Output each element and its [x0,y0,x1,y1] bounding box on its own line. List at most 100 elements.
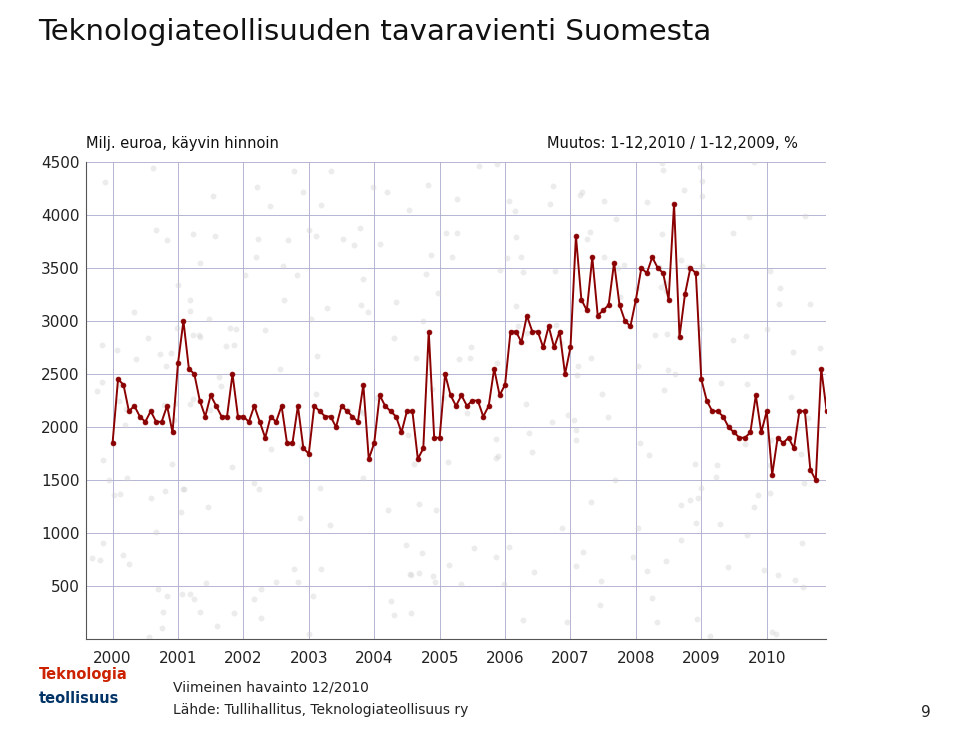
Point [463,353,478,365]
Point [320,301,335,313]
Point [372,238,388,250]
Point [593,576,609,587]
Point [511,320,526,331]
Text: Lähde: Tullihallitus, Teknologiateollisuus ry: Lähde: Tullihallitus, Teknologiateollisu… [173,703,468,717]
Point [353,299,369,311]
Point [567,434,583,445]
Point [149,526,164,537]
Point [427,576,443,588]
Point [695,190,710,202]
Point [156,606,171,618]
Point [110,395,126,407]
Point [303,313,319,325]
Point [507,205,522,217]
Point [429,504,444,516]
Point [519,327,535,339]
Point [420,179,436,191]
Point [772,282,787,294]
Point [89,385,105,397]
Point [739,530,755,542]
Point [310,350,325,362]
Point [198,577,213,589]
Point [96,537,111,549]
Point [785,346,801,358]
Point [725,334,740,346]
Point [185,393,201,405]
Point [654,228,669,240]
Point [268,577,283,589]
Point [516,614,531,626]
Text: 9: 9 [922,706,931,720]
Point [365,182,380,193]
Point [632,437,647,448]
Point [544,417,560,429]
Point [655,157,670,169]
Point [247,477,262,489]
Point [152,348,167,359]
Point [355,407,371,419]
Point [249,251,264,263]
Point [568,560,584,572]
Point [566,415,582,426]
Point [554,337,569,349]
Point [639,196,655,207]
Point [355,472,371,484]
Point [720,420,735,431]
Point [687,458,703,470]
Point [170,322,185,334]
Point [185,228,201,240]
Point [280,234,296,245]
Point [156,399,172,411]
Point [193,331,208,343]
Point [353,405,369,417]
Point [386,609,401,620]
Point [143,492,158,504]
Point [118,403,133,415]
Point [107,490,122,501]
Point [460,407,475,419]
Point [561,409,576,421]
Point [115,549,131,561]
Point [294,440,309,452]
Point [596,251,612,262]
Point [647,329,662,341]
Point [389,296,404,308]
Point [694,259,709,271]
Point [403,608,419,620]
Point [384,595,399,607]
Point [159,589,175,601]
Point [797,210,812,222]
Point [800,412,815,424]
Point [656,384,671,395]
Point [370,392,385,404]
Point [584,496,599,508]
Point [751,490,766,501]
Point [737,438,753,450]
Point [660,364,676,376]
Point [252,484,267,495]
Point [126,306,141,318]
Point [499,251,515,263]
Point [453,578,468,590]
Point [224,462,239,473]
Point [692,161,708,173]
Point [400,429,416,441]
Point [296,187,311,198]
Point [692,323,708,335]
Point [140,332,156,344]
Text: Teknologiateollisuuden tavaravienti Suomesta: Teknologiateollisuuden tavaravienti Suom… [38,18,711,46]
Point [545,180,561,192]
Point [568,424,584,436]
Point [576,546,591,558]
Point [95,339,110,351]
Point [301,628,317,639]
Point [689,613,705,625]
Point [411,498,426,509]
Point [276,295,292,306]
Point [341,404,356,415]
Point [174,506,189,518]
Point [191,329,206,341]
Point [703,630,718,642]
Point [237,269,252,281]
Point [355,273,371,284]
